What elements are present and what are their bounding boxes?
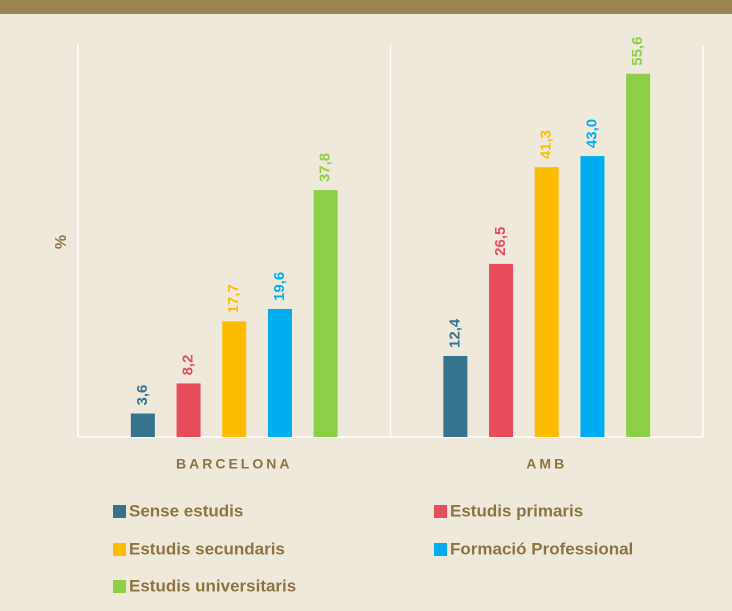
data-label: 8,2 xyxy=(180,355,197,376)
data-label: 12,4 xyxy=(446,318,463,348)
bar xyxy=(267,308,292,437)
bar xyxy=(489,263,514,437)
legend-swatch xyxy=(434,543,447,556)
legend-label: Formació Professional xyxy=(450,539,633,558)
data-label: 17,7 xyxy=(225,284,242,313)
bar xyxy=(130,413,155,437)
y-axis-label: % xyxy=(53,235,70,249)
data-label: 37,8 xyxy=(317,153,334,182)
bar xyxy=(626,73,651,437)
bar xyxy=(534,167,559,437)
bar xyxy=(313,190,338,437)
bar xyxy=(443,355,468,437)
x-tick-label: BARCELONA xyxy=(176,456,292,472)
legend-label: Sense estudis xyxy=(129,501,243,520)
legend-swatch xyxy=(113,543,126,556)
legend-swatch xyxy=(113,505,126,518)
x-tick-label: AMB xyxy=(526,456,567,472)
data-label: 43,0 xyxy=(583,119,600,148)
bar xyxy=(176,383,201,437)
legend-label: Estudis primaris xyxy=(450,501,583,520)
legend-label: Estudis secundaris xyxy=(129,539,285,558)
legend-swatch xyxy=(434,505,447,518)
data-label: 3,6 xyxy=(134,385,151,406)
legend-swatch xyxy=(113,580,126,593)
legend-label: Estudis universitaris xyxy=(129,576,296,595)
data-label: 41,3 xyxy=(538,130,555,159)
data-label: 55,6 xyxy=(629,37,646,66)
bar xyxy=(222,321,247,437)
bar xyxy=(580,156,605,438)
header-bar xyxy=(0,0,732,14)
data-label: 26,5 xyxy=(492,227,509,256)
data-label: 19,6 xyxy=(271,272,288,301)
